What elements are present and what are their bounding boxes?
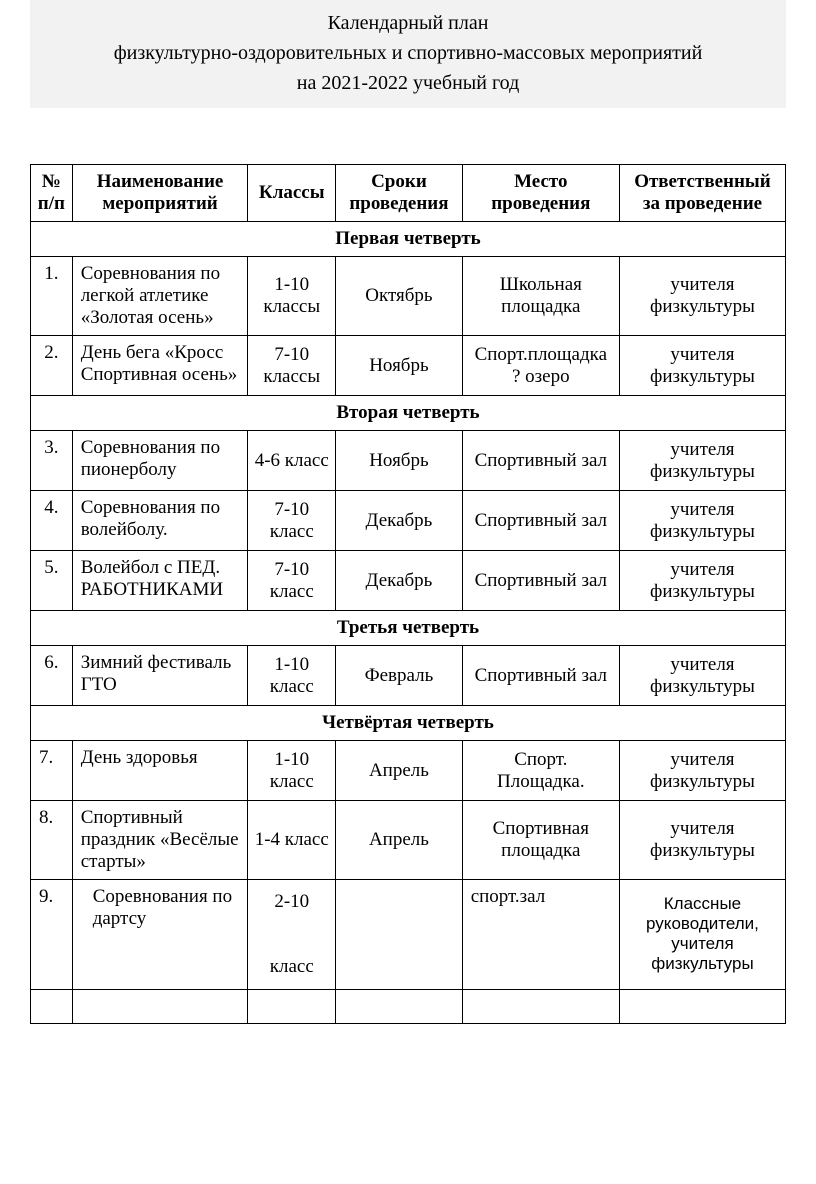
cell-name: Соревнования по легкой атлетике «Золотая…: [72, 257, 248, 336]
cell-class-top: 2-10: [274, 891, 309, 912]
cell-num: 3.: [31, 431, 73, 491]
cell-where: Спортивная площадка: [462, 801, 619, 880]
cell-empty: [72, 989, 248, 1023]
title-line-3: на 2021-2022 учебный год: [30, 68, 786, 98]
cell-name: Соревнования по пионерболу: [72, 431, 248, 491]
cell-num: 7.: [31, 741, 73, 801]
cell-where: Спортивный зал: [462, 551, 619, 611]
table-row: 1. Соревнования по легкой атлетике «Золо…: [31, 257, 786, 336]
cell-name: Волейбол с ПЕД. РАБОТНИКАМИ: [72, 551, 248, 611]
col-num: № п/п: [31, 165, 73, 222]
cell-class: 1-10 классы: [248, 257, 336, 336]
cell-when: Октябрь: [336, 257, 463, 336]
cell-num: 9.: [31, 880, 73, 990]
cell-class: 1-4 класс: [248, 801, 336, 880]
section-q4: Четвёртая четверть: [31, 706, 786, 741]
cell-num: 8.: [31, 801, 73, 880]
cell-class: 7-10 классы: [248, 336, 336, 396]
cell-name: Соревнования по дартсу: [72, 880, 248, 990]
cell-name: Спортивный праздник «Весёлые старты»: [72, 801, 248, 880]
cell-class-bot: класс: [270, 956, 314, 977]
cell-where: Школьная площадка: [462, 257, 619, 336]
cell-name: Зимний фестиваль ГТО: [72, 646, 248, 706]
cell-when: Декабрь: [336, 551, 463, 611]
section-q4-label: Четвёртая четверть: [31, 706, 786, 741]
cell-empty: [31, 989, 73, 1023]
cell-when: Ноябрь: [336, 336, 463, 396]
cell-class: 1-10 класс: [248, 741, 336, 801]
section-q2: Вторая четверть: [31, 396, 786, 431]
cell-class: 4-6 класс: [248, 431, 336, 491]
title-block: Календарный план физкультурно-оздоровите…: [30, 0, 786, 108]
cell-name: День здоровья: [72, 741, 248, 801]
col-name: Наименование мероприятий: [72, 165, 248, 222]
cell-who: учителя физкультуры: [619, 741, 785, 801]
section-q1-label: Первая четверть: [31, 222, 786, 257]
cell-num: 6.: [31, 646, 73, 706]
table-row: 8. Спортивный праздник «Весёлые старты» …: [31, 801, 786, 880]
cell-where: Спортивный зал: [462, 431, 619, 491]
cell-num: 1.: [31, 257, 73, 336]
table-row: 3. Соревнования по пионерболу 4-6 класс …: [31, 431, 786, 491]
table-row: 7. День здоровья 1-10 класс Апрель Спорт…: [31, 741, 786, 801]
section-q1: Первая четверть: [31, 222, 786, 257]
cell-empty: [248, 989, 336, 1023]
cell-class: 7-10 класс: [248, 551, 336, 611]
cell-when: Ноябрь: [336, 431, 463, 491]
title-line-1: Календарный план: [30, 8, 786, 38]
table-row: 2. День бега «Кросс Спортивная осень» 7-…: [31, 336, 786, 396]
section-q2-label: Вторая четверть: [31, 396, 786, 431]
cell-num: 4.: [31, 491, 73, 551]
cell-empty: [619, 989, 785, 1023]
cell-when: [336, 880, 463, 990]
cell-empty: [462, 989, 619, 1023]
col-when: Сроки проведения: [336, 165, 463, 222]
cell-when: Декабрь: [336, 491, 463, 551]
cell-name: Соревнования по волейболу.: [72, 491, 248, 551]
cell-num: 5.: [31, 551, 73, 611]
cell-who: учителя физкультуры: [619, 551, 785, 611]
cell-where: Спорт. Площадка.: [462, 741, 619, 801]
table-row: 5. Волейбол с ПЕД. РАБОТНИКАМИ 7-10 клас…: [31, 551, 786, 611]
cell-where: спорт.зал: [462, 880, 619, 990]
cell-name: День бега «Кросс Спортивная осень»: [72, 336, 248, 396]
col-class: Классы: [248, 165, 336, 222]
cell-who: учителя физкультуры: [619, 431, 785, 491]
cell-num: 2.: [31, 336, 73, 396]
schedule-table: № п/п Наименование мероприятий Классы Ср…: [30, 164, 786, 1024]
table-row: 6. Зимний фестиваль ГТО 1-10 класс Февра…: [31, 646, 786, 706]
cell-class: 2-10 класс: [248, 880, 336, 990]
header-row: № п/п Наименование мероприятий Классы Ср…: [31, 165, 786, 222]
section-q3-label: Третья четверть: [31, 611, 786, 646]
cell-who: учителя физкультуры: [619, 257, 785, 336]
cell-who: Классные руководители, учителя физкульту…: [619, 880, 785, 990]
cell-when: Апрель: [336, 741, 463, 801]
cell-who: учителя физкультуры: [619, 646, 785, 706]
table-row: 9. Соревнования по дартсу 2-10 класс спо…: [31, 880, 786, 990]
cell-who: учителя физкультуры: [619, 491, 785, 551]
cell-where: Спорт.площадка ? озеро: [462, 336, 619, 396]
cell-class: 1-10 класс: [248, 646, 336, 706]
cell-when: Апрель: [336, 801, 463, 880]
cell-who: учителя физкультуры: [619, 336, 785, 396]
section-q3: Третья четверть: [31, 611, 786, 646]
cell-where: Спортивный зал: [462, 646, 619, 706]
cell-class: 7-10 класс: [248, 491, 336, 551]
col-who: Ответственный за проведение: [619, 165, 785, 222]
cell-when: Февраль: [336, 646, 463, 706]
cell-empty: [336, 989, 463, 1023]
table-row-empty: [31, 989, 786, 1023]
col-where: Место проведения: [462, 165, 619, 222]
title-line-2: физкультурно-оздоровительных и спортивно…: [30, 38, 786, 68]
cell-where: Спортивный зал: [462, 491, 619, 551]
cell-who: учителя физкультуры: [619, 801, 785, 880]
page: Календарный план физкультурно-оздоровите…: [0, 0, 816, 1064]
table-row: 4. Соревнования по волейболу. 7-10 класс…: [31, 491, 786, 551]
